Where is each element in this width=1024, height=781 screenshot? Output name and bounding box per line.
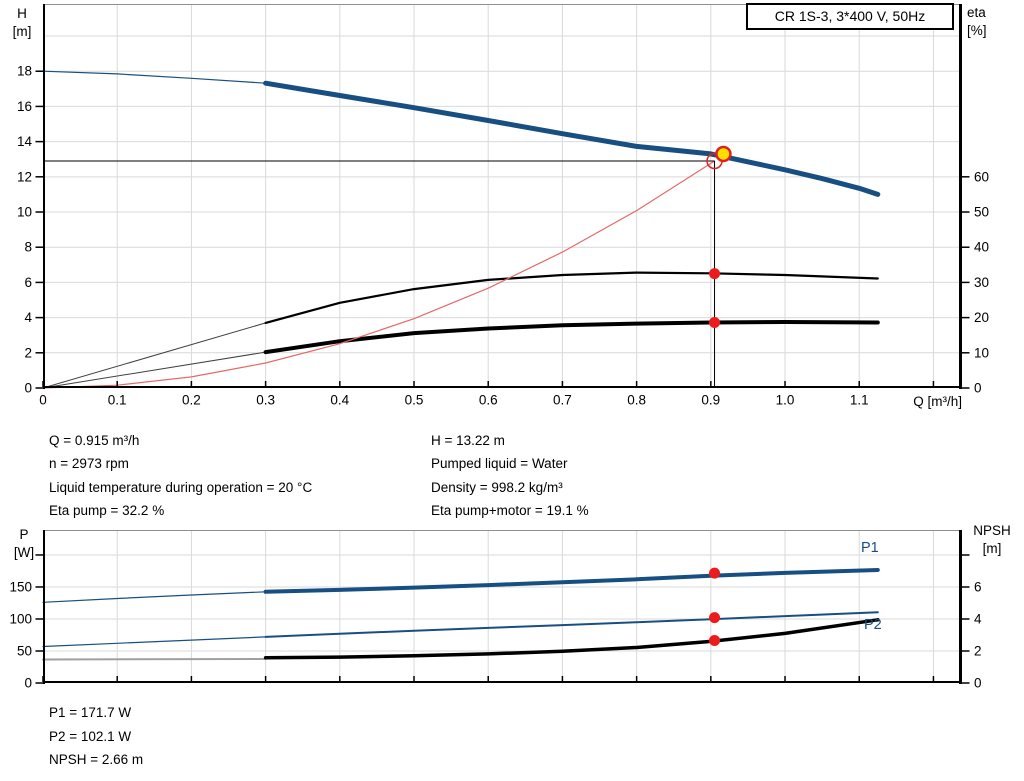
- tick-label-x: 0.9: [701, 393, 720, 408]
- duty-info-left: Q = 0.915 m³/h n = 2973 rpm Liquid tempe…: [49, 429, 312, 522]
- tick-label-left: 16: [17, 99, 32, 114]
- tick-label-x: 0.6: [479, 393, 498, 408]
- right-axis-unit-eta: eta [%]: [967, 4, 1015, 40]
- tick-label-x: 0.8: [627, 393, 646, 408]
- result-line: P1 = 171.7 W: [49, 705, 132, 720]
- tick-label-left: 0: [24, 381, 32, 396]
- duty-info-right: H = 13.22 m Pumped liquid = Water Densit…: [431, 429, 589, 522]
- tick-label-left: 8: [24, 240, 32, 255]
- result-line: P2 = 102.1 W: [49, 728, 132, 744]
- tick-label-x: 0: [39, 393, 47, 408]
- tick-label-left: 14: [17, 134, 33, 149]
- operating-point-dot: [709, 634, 721, 646]
- info-line: Pumped liquid = Water: [431, 456, 568, 472]
- tick-label-x: 0.1: [108, 393, 127, 408]
- tick-label-left: 50: [17, 643, 32, 658]
- npsh-curve: [263, 618, 880, 660]
- p1-curve: [263, 568, 880, 594]
- tick-label-x: 0.5: [405, 393, 424, 408]
- info-line: Eta pump = 32.2 %: [49, 502, 165, 518]
- info-line: n = 2973 rpm: [49, 456, 129, 472]
- operating-point-dot: [709, 567, 721, 579]
- operating-point-dot: [709, 612, 721, 624]
- tick-label-left: 2: [24, 345, 32, 360]
- head-curve: [263, 80, 881, 197]
- tick-label-right: 40: [974, 240, 989, 255]
- result-block: P1 = 171.7 W P2 = 102.1 W NPSH = 2.66 m: [49, 701, 143, 772]
- tick-label-right: 0: [974, 381, 982, 396]
- axis-unit-line: P: [19, 527, 29, 542]
- tick-label-x: 0.2: [182, 393, 201, 408]
- tick-label-right: 6: [974, 580, 982, 595]
- axis-unit-line: [%]: [967, 23, 987, 38]
- axis-unit-line: [m]: [12, 24, 32, 39]
- eta-motor-curve: [263, 320, 880, 355]
- axis-unit-line: [m]: [982, 541, 1002, 556]
- tick-label-left: 150: [9, 579, 32, 594]
- tick-label-left: 12: [17, 169, 32, 184]
- tick-label-left: 10: [17, 205, 32, 220]
- tick-label-left: 0: [24, 676, 32, 691]
- result-line: NPSH = 2.66 m: [49, 752, 144, 767]
- p1-curve-label: P1: [861, 540, 879, 556]
- info-line: Liquid temperature during operation = 20…: [49, 479, 313, 495]
- eta-pump-lead-curve: [42, 322, 267, 389]
- operating-point-dot: [709, 268, 721, 280]
- tick-label-right: 2: [974, 644, 982, 659]
- tick-label-right: 4: [974, 612, 982, 627]
- info-line: H = 13.22 m: [431, 433, 505, 448]
- tick-label-left: 4: [24, 310, 32, 325]
- eta-pump-curve: [264, 271, 879, 324]
- right-axis-unit-npsh: NPSH [m]: [962, 522, 1022, 558]
- tick-label-x: 0.7: [553, 393, 572, 408]
- axis-unit-line: eta: [967, 5, 986, 20]
- eta-motor-lead-curve: [42, 351, 267, 389]
- tick-label-right: 60: [974, 169, 989, 184]
- operating-point-dot: [709, 317, 721, 329]
- npsh-lead-curve: [42, 658, 267, 661]
- tick-label-right: 30: [974, 275, 989, 290]
- tick-label-x: 0.3: [256, 393, 275, 408]
- tick-label-left: 100: [9, 611, 32, 626]
- tick-label-right: 20: [974, 310, 989, 325]
- info-line: Eta pump+motor = 19.1 %: [431, 502, 589, 518]
- tick-label-x: 1.1: [850, 393, 869, 408]
- p2-lead-curve: [42, 636, 267, 648]
- axis-unit-line: NPSH: [973, 523, 1011, 538]
- tick-label-x: 0.4: [330, 393, 349, 408]
- tick-label-x: 1.0: [776, 393, 795, 408]
- tick-label-left: 18: [17, 64, 32, 79]
- left-axis-unit-power: P [W]: [6, 526, 42, 562]
- axis-unit-line: H: [17, 6, 27, 21]
- tick-label-right: 0: [974, 676, 982, 691]
- head-lead-curve: [42, 70, 267, 84]
- tick-label-left: 6: [24, 275, 32, 290]
- p2-curve-label: P2: [864, 617, 882, 633]
- duty-point-marker: [715, 145, 732, 163]
- info-line: Density = 998.2 kg/m³: [431, 479, 563, 495]
- info-line: Q = 0.915 m³/h: [49, 433, 140, 448]
- tick-label-right: 50: [974, 205, 989, 220]
- left-axis-unit-head: H [m]: [4, 5, 40, 41]
- p2-curve: [264, 611, 879, 638]
- p1-lead-curve: [42, 591, 267, 603]
- x-axis-title: Q [m³/h]: [913, 394, 962, 409]
- tick-label-right: 10: [974, 345, 989, 360]
- system-curve-curve: [42, 160, 716, 389]
- axis-unit-line: [W]: [13, 545, 35, 560]
- chart-title-box: CR 1S-3, 3*400 V, 50Hz: [746, 3, 954, 30]
